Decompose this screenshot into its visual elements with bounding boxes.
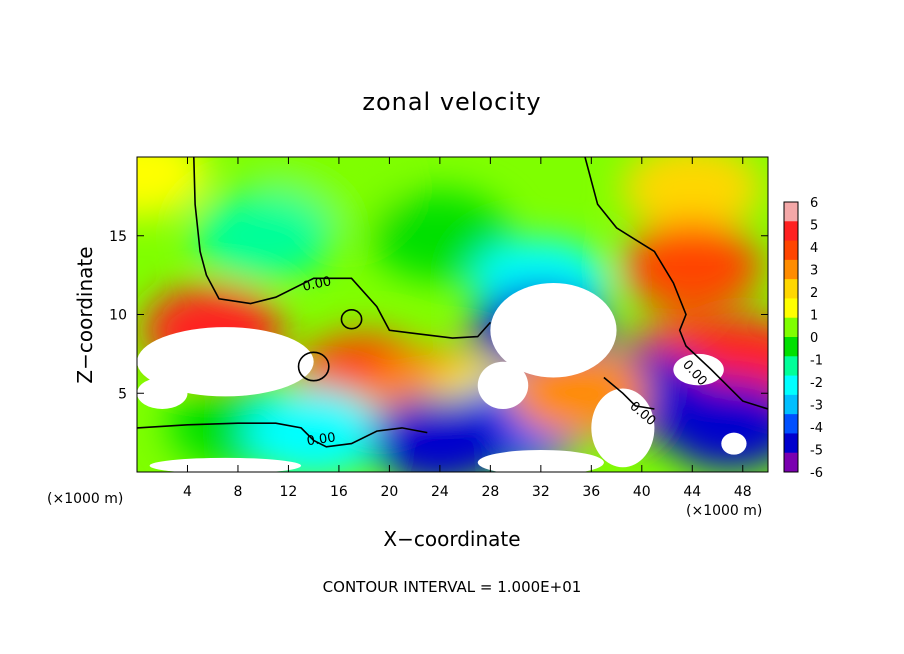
chart-title: zonal velocity (362, 88, 542, 116)
colorbar-tick-label: 2 (810, 286, 818, 301)
colorbar-swatch (784, 452, 798, 473)
field-feature-6 (622, 157, 763, 234)
zero-contour-1 (584, 157, 768, 410)
x-unit-label-right: (×1000 m) (686, 503, 763, 519)
colorbar-tick-label: -5 (810, 444, 823, 459)
colorbar-tick-label: 3 (810, 264, 818, 279)
field-feature-19 (369, 395, 510, 472)
plot-area (137, 157, 768, 472)
saturated-region-8 (721, 432, 747, 455)
saturated-regions (137, 283, 747, 472)
colorbar-tick-label: 6 (810, 196, 818, 211)
colorbar-swatch (784, 433, 798, 454)
zero-contour-0 (193, 157, 491, 339)
colorbar-tick-label: -1 (810, 354, 823, 369)
colorbar-tick-label: 5 (810, 219, 818, 234)
saturated-region-4 (591, 388, 655, 468)
colorbar-swatch (784, 240, 798, 261)
x-tick-label: 40 (633, 484, 651, 500)
zero-contour-3 (603, 376, 655, 410)
colorbar: 6 5 4 3 2 1 0 -1 -2 -3 -4 -5 -6 (783, 196, 823, 481)
colorbar-swatch (784, 259, 798, 280)
colorbar-swatch (784, 298, 798, 319)
x-axis: 4 8 12 16 20 24 28 32 36 40 44 48 (183, 157, 752, 500)
colorbar-swatch (784, 221, 798, 242)
saturated-region-2 (490, 283, 617, 378)
closed-contour-1 (297, 351, 330, 382)
x-tick-label: 32 (532, 484, 550, 500)
colorbar-tick-label: -4 (810, 421, 823, 436)
x-tick-label: 20 (380, 484, 398, 500)
x-tick-label: 48 (734, 484, 752, 500)
colorbar-swatch (784, 356, 798, 377)
y-tick-label: 10 (109, 308, 127, 324)
contour-labels: 0.000.000.000.00 (301, 274, 709, 449)
saturated-region-5 (673, 353, 724, 386)
colorbar-frame (783, 201, 799, 473)
x-tick-label: 4 (183, 484, 192, 500)
x-tick-label: 44 (683, 484, 701, 500)
colorbar-tick-label: 1 (810, 309, 818, 324)
colorbar-swatch (784, 375, 798, 396)
colorbar-tick-label: -3 (810, 399, 823, 414)
colorbar-tick-label: 0 (810, 331, 818, 346)
contour-interval-note: CONTOUR INTERVAL = 1.000E+01 (322, 578, 582, 596)
field-feature-18 (660, 379, 768, 470)
contour-label: 0.00 (306, 430, 337, 449)
y-tick-label: 15 (109, 229, 127, 245)
x-tick-label: 16 (330, 484, 348, 500)
x-unit-label-left: (×1000 m) (47, 491, 124, 507)
colorbar-tick-label: 4 (810, 241, 818, 256)
zero-contour-2 (137, 422, 428, 448)
colorbar-tick-label: -2 (810, 376, 823, 391)
x-tick-label: 36 (582, 484, 600, 500)
colorbar-tick-label: -6 (810, 466, 823, 481)
closed-contour-0 (340, 308, 363, 330)
field-feature-3 (369, 190, 510, 281)
field-feature-7 (622, 222, 763, 313)
saturated-region-7 (149, 457, 302, 472)
colorbar-swatch (784, 279, 798, 299)
field-feature-0 (137, 157, 207, 218)
y-axis-label: Z−coordinate (73, 246, 97, 384)
x-tick-label: 8 (233, 484, 242, 500)
colorbar-swatch (784, 394, 798, 415)
y-axis: 5 10 15 (109, 229, 768, 402)
x-tick-label: 28 (481, 484, 499, 500)
saturated-region-1 (137, 377, 188, 409)
zero-contours (137, 157, 768, 448)
x-tick-label: 24 (431, 484, 449, 500)
x-tick-label: 12 (280, 484, 298, 500)
x-axis-label: X−coordinate (383, 527, 521, 551)
colorbar-swatch (784, 317, 798, 338)
contour-label: 0.00 (301, 274, 332, 295)
colorbar-swatch (784, 414, 798, 434)
field-feature-15 (243, 387, 384, 472)
saturated-region-6 (477, 449, 604, 472)
colorbar-swatch (784, 337, 798, 357)
saturated-region-0 (137, 327, 314, 397)
y-tick-label: 5 (118, 386, 127, 402)
colorbar-swatch (784, 202, 798, 222)
field-feature-2 (193, 190, 334, 281)
saturated-region-3 (477, 361, 529, 409)
